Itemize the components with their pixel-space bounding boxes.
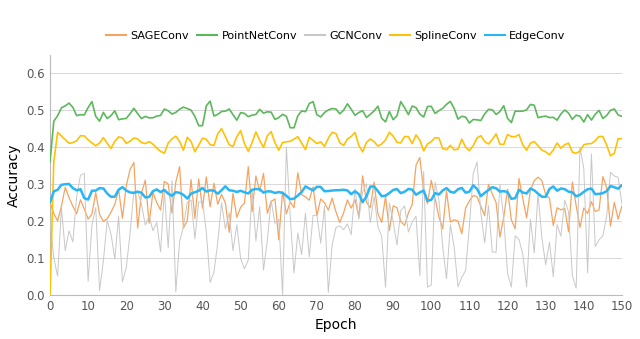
- PointNetConv: [451, 106, 458, 111]
- SAGEConv: [397, 220, 404, 224]
- PointNetConv: [206, 99, 214, 103]
- SAGEConv: [46, 200, 54, 204]
- SAGEConv: [328, 196, 336, 200]
- EdgeConv: [397, 191, 404, 195]
- Line: GCNConv: GCNConv: [50, 147, 622, 295]
- EdgeConv: [618, 183, 626, 187]
- X-axis label: Epoch: Epoch: [315, 318, 357, 332]
- GCNConv: [282, 145, 290, 149]
- SplineConv: [451, 148, 458, 152]
- GCNConv: [416, 274, 424, 278]
- PointNetConv: [252, 113, 260, 117]
- EdgeConv: [451, 191, 458, 195]
- PointNetConv: [328, 106, 336, 111]
- SplineConv: [218, 126, 225, 131]
- GCNConv: [279, 293, 287, 297]
- PointNetConv: [618, 114, 626, 118]
- GCNConv: [332, 226, 340, 230]
- SplineConv: [46, 293, 54, 297]
- EdgeConv: [412, 193, 420, 197]
- EdgeConv: [65, 182, 73, 186]
- EdgeConv: [46, 200, 54, 204]
- EdgeConv: [611, 185, 618, 189]
- SAGEConv: [416, 156, 424, 160]
- SAGEConv: [614, 217, 622, 221]
- GCNConv: [401, 204, 408, 208]
- SplineConv: [328, 130, 336, 134]
- GCNConv: [46, 219, 54, 223]
- GCNConv: [618, 202, 626, 206]
- SAGEConv: [275, 238, 283, 242]
- SplineConv: [397, 141, 404, 145]
- SAGEConv: [248, 210, 256, 214]
- Line: SAGEConv: SAGEConv: [50, 158, 622, 240]
- GCNConv: [454, 285, 462, 289]
- PointNetConv: [397, 100, 404, 104]
- GCNConv: [614, 175, 622, 179]
- Line: SplineConv: SplineConv: [50, 128, 622, 295]
- SplineConv: [412, 133, 420, 137]
- Y-axis label: Accuracy: Accuracy: [7, 143, 21, 206]
- EdgeConv: [252, 187, 260, 191]
- EdgeConv: [328, 188, 336, 193]
- SplineConv: [611, 151, 618, 155]
- PointNetConv: [611, 107, 618, 111]
- PointNetConv: [412, 106, 420, 110]
- Legend: SAGEConv, PointNetConv, GCNConv, SplineConv, EdgeConv: SAGEConv, PointNetConv, GCNConv, SplineC…: [102, 27, 570, 46]
- SAGEConv: [454, 219, 462, 223]
- PointNetConv: [46, 160, 54, 164]
- SplineConv: [252, 130, 260, 134]
- Line: PointNetConv: PointNetConv: [50, 101, 622, 162]
- SAGEConv: [412, 163, 420, 167]
- SplineConv: [618, 137, 626, 141]
- GCNConv: [248, 187, 256, 191]
- Line: EdgeConv: EdgeConv: [50, 184, 622, 202]
- SAGEConv: [618, 204, 626, 208]
